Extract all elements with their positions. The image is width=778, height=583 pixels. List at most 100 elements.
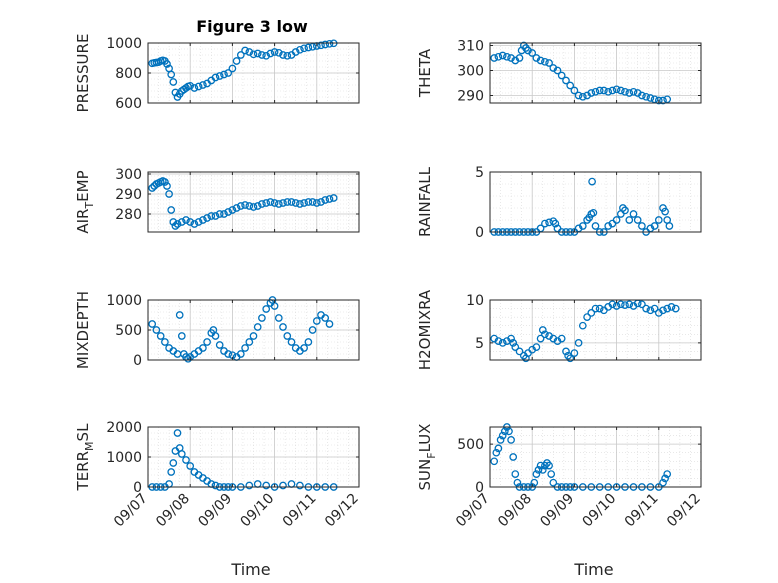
x-axis-label-left: Time — [230, 560, 270, 579]
air-temp-data-point — [266, 198, 275, 206]
terr-msl-data-point — [245, 481, 254, 490]
theta-data-point — [490, 54, 499, 62]
h2omixra-data-point — [557, 334, 566, 343]
air-temp-data-point — [317, 198, 325, 206]
h2omixra-data-point — [507, 334, 515, 343]
sun-flux-data-point — [507, 436, 515, 444]
terr-msl-x-tick-label: 09/09 — [195, 491, 235, 531]
pressure-data-point — [163, 60, 171, 68]
sun-flux-y-axis-label: SUNFLUX — [416, 424, 438, 491]
pressure-data-point — [321, 40, 330, 49]
sun-flux-data-point — [538, 466, 547, 474]
theta-data-point — [587, 89, 596, 97]
air-temp-y-axis-label: AIRTEMP — [74, 170, 96, 233]
air-temp-data-point — [312, 199, 321, 207]
theta-data-point — [557, 71, 566, 80]
h2omixra-data-point — [595, 304, 604, 313]
pressure-data-point — [300, 44, 308, 53]
pressure-data-point — [291, 48, 300, 56]
pressure-data-point — [236, 51, 245, 59]
pressure-data-point — [186, 81, 195, 90]
h2omixra-data-point — [671, 304, 680, 313]
sun-flux-x-tick-label: 09/08 — [495, 491, 535, 531]
air-temp-data-point — [253, 202, 262, 210]
air-temp-data-point — [163, 182, 171, 190]
air-temp-data-point — [148, 184, 157, 192]
subplot-pressure: 600 800 1000 PRESSURE — [74, 34, 360, 112]
sun-flux-x-tick-label: 09/12 — [664, 491, 704, 531]
h2omixra-data-point — [616, 300, 625, 309]
h2omixra-data-point — [578, 321, 587, 330]
mixdepth-data-point — [148, 320, 157, 328]
theta-y-tick-label: 310 — [457, 39, 484, 55]
pressure-data-point — [194, 82, 203, 91]
h2omixra-data-point — [536, 334, 545, 343]
theta-data-point — [625, 89, 634, 97]
sun-flux-data-point — [530, 478, 539, 487]
terr-msl-data-point — [182, 456, 190, 464]
mixdepth-data-point — [241, 344, 249, 352]
pressure-data-point — [283, 51, 292, 60]
terr-msl-data-point — [262, 481, 271, 490]
h2omixra-data-point — [638, 300, 646, 309]
mixdepth-data-point — [156, 332, 165, 340]
mixdepth-data-point — [262, 305, 271, 313]
h2omixra-data-point — [562, 347, 570, 356]
theta-data-point — [616, 86, 625, 95]
air-temp-data-point — [287, 198, 296, 206]
air-temp-data-point — [228, 206, 237, 214]
pressure-data-point — [220, 70, 228, 79]
sun-flux-data-point — [549, 478, 558, 487]
h2omixra-data-point — [608, 300, 617, 309]
mixdepth-data-point — [199, 344, 207, 352]
h2omixra-data-point — [583, 313, 591, 321]
terr-msl-data-point — [173, 429, 182, 437]
air-temp-data-point — [270, 199, 279, 207]
air-temp-data-point — [241, 201, 249, 209]
sun-flux-data-point — [509, 453, 518, 461]
rainfall-data-point — [665, 222, 674, 230]
terr-msl-data-point — [177, 450, 186, 458]
sun-flux-data-point — [513, 478, 522, 487]
mixdepth-data-point — [224, 350, 233, 358]
subplot-sun-flux: 0 500 SUNFLUX 09/07 09/08 09/09 09/10 09/11 09/1… — [416, 423, 704, 531]
air-temp-axes-box — [147, 171, 360, 233]
mixdepth-data-point — [245, 338, 254, 346]
air-temp-data-point — [207, 212, 216, 220]
sun-flux-data-point — [534, 466, 543, 474]
mixdepth-data-point — [211, 332, 220, 340]
h2omixra-data-point — [591, 304, 600, 313]
mixdepth-data-point — [175, 311, 184, 319]
theta-data-point — [621, 87, 629, 96]
theta-data-point — [638, 91, 646, 100]
h2omixra-data-point — [511, 343, 520, 351]
pressure-data-point — [169, 78, 178, 86]
theta-data-point — [600, 86, 608, 95]
air-temp-data-point — [190, 220, 199, 228]
pressure-data-point — [215, 72, 224, 80]
mixdepth-data-point — [321, 314, 330, 322]
h2omixra-data-point — [498, 339, 507, 347]
mixdepth-y-tick-label: 0 — [133, 353, 142, 369]
h2omixra-y-axis-label: H2OMIXRA — [416, 289, 434, 370]
pressure-data-point — [253, 49, 262, 58]
h2omixra-data-point — [570, 349, 579, 357]
subplot-theta: 290 300 310 THETA — [416, 39, 702, 105]
sun-flux-y-tick-label: 500 — [457, 437, 484, 453]
rainfall-data-point — [654, 216, 663, 224]
rainfall-data-point — [629, 210, 638, 218]
sun-flux-axes-box — [489, 426, 702, 488]
air-temp-data-point — [325, 195, 334, 203]
x-axis-label-right: Time — [573, 560, 613, 579]
theta-data-point — [528, 49, 537, 57]
pressure-data-point — [245, 48, 254, 56]
h2omixra-data-point — [494, 337, 503, 345]
air-temp-data-point — [173, 220, 182, 228]
theta-data-point — [515, 54, 524, 62]
sun-flux-data-point — [659, 478, 667, 487]
air-temp-data-point — [203, 214, 211, 222]
air-temp-data-point — [274, 200, 283, 208]
sun-flux-data-point — [663, 470, 672, 478]
sun-flux-data-point — [511, 470, 520, 478]
